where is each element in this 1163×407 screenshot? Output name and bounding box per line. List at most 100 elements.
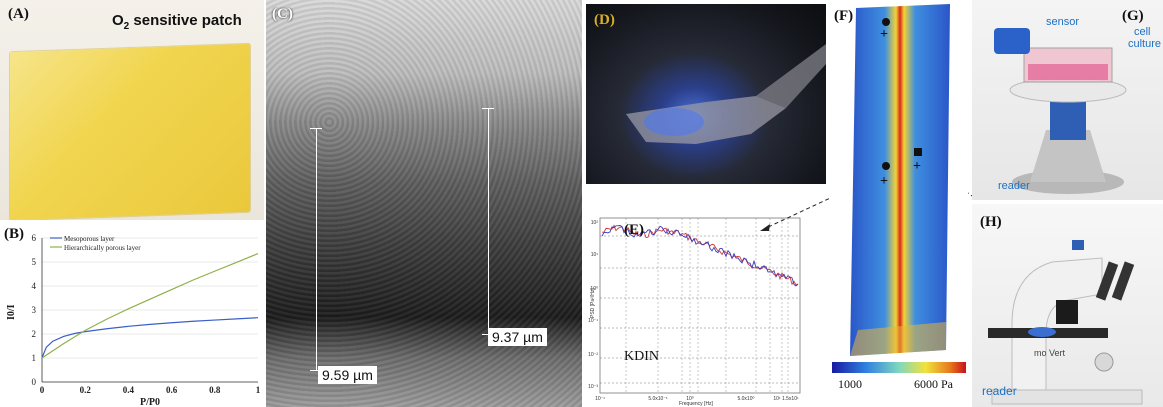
b-xlabel: P/P0 xyxy=(140,397,160,407)
b-ytick-label: 2 xyxy=(32,329,37,339)
panel-h-photo: (H) mo Vert reader xyxy=(972,204,1163,407)
panel-b-chart: (B) 0 1 2 3 4 5 6 0 0.2 0.4 0.6 0.8 1 Mesoporous laye… xyxy=(0,222,266,407)
b-ytick-label: 1 xyxy=(32,353,37,363)
b-ytick-label: 0 xyxy=(32,377,37,387)
scale-tick-right-top xyxy=(482,108,494,109)
psd-ylabel: PSD [Pa²/Hz] xyxy=(590,288,596,318)
stage-sensor-reader xyxy=(1028,327,1056,337)
culture-medium xyxy=(1028,64,1108,80)
brand-badge xyxy=(1072,240,1084,250)
panel-a-title: O2 sensitive patch xyxy=(112,12,242,32)
b-xtick-label: 0.2 xyxy=(80,385,92,395)
panel-e-label: (E) xyxy=(624,222,644,238)
mount-arm xyxy=(756,44,826,108)
b-ylabel: I0/I xyxy=(6,304,17,320)
panel-d-photo: (D) xyxy=(586,4,826,184)
e-ytick-label: 10² xyxy=(591,220,599,226)
b-legend-label: Hierarchically porous layer xyxy=(64,244,141,252)
b-legend-label: Mesoporous layer xyxy=(64,235,115,243)
pressure-colorbar xyxy=(832,362,966,373)
psd-tick-labels: 10⁻¹ 5.0x10⁻¹ 10⁰ 5.0x10⁰ 10¹ 1.5x10¹ 10² 10¹ 1… xyxy=(588,220,799,402)
e-ytick-label: 10¹ xyxy=(591,252,599,258)
panel-b-label: (B) xyxy=(4,226,24,242)
marker-plus-right: + xyxy=(913,159,921,174)
panel-c-label: (C) xyxy=(272,6,293,22)
b-series-line xyxy=(41,317,259,359)
e-ytick-label: 10⁻¹ xyxy=(588,318,598,324)
b-xtick-label: 0 xyxy=(40,385,45,395)
e-ytick-label: 10⁰ xyxy=(590,286,598,292)
b-ytick-label: 4 xyxy=(32,281,37,291)
reader-cone xyxy=(1030,130,1106,182)
panel-g-label: (G) xyxy=(1122,8,1144,24)
panel-d-device-drawing xyxy=(626,44,826,144)
objective-lens xyxy=(1056,300,1078,324)
marker-circle-top xyxy=(882,18,890,26)
title-o: O xyxy=(112,12,124,29)
pressure-map-bottom-band xyxy=(850,322,946,356)
panel-b-svg: (B) 0 1 2 3 4 5 6 0 0.2 0.4 0.6 0.8 1 Mesoporous laye… xyxy=(4,226,261,407)
e-xtick-label: 5.0x10⁻¹ xyxy=(648,396,668,402)
e-ytick-label: 10⁻³ xyxy=(588,384,598,390)
scale-tick-left-top xyxy=(310,128,322,129)
psd-series-blue xyxy=(601,225,799,287)
marker-plus-top: + xyxy=(880,27,888,42)
scale-tick-left-bottom xyxy=(310,370,322,371)
b-xtick-label: 0.8 xyxy=(209,385,221,395)
blue-luminescence xyxy=(644,108,704,136)
panel-e-chart: (E) KDIN PSD [Pa²/Hz] Frequency [Hz] 10⁻… xyxy=(586,208,826,407)
b-xtick-label: 0.4 xyxy=(123,385,135,395)
microscope-base xyxy=(991,389,1143,405)
scale-label-left: 9.59 µm xyxy=(318,366,377,384)
psd-series-red xyxy=(601,224,799,286)
marker-square xyxy=(914,148,922,156)
panel-h-microscope-drawing xyxy=(988,240,1143,405)
psd-xlabel: Frequency [Hz] xyxy=(679,401,714,407)
e-xtick-label: 5.0x10⁰ xyxy=(737,396,754,402)
e-xtick-label: 10⁻¹ xyxy=(595,396,605,402)
colorbar-max-label: 6000 Pa xyxy=(914,377,954,391)
panel-b-plot-area: 0 1 2 3 4 5 6 0 0.2 0.4 0.6 0.8 1 Mesoporous layerHie… xyxy=(6,233,261,407)
b-ytick-label: 6 xyxy=(32,233,37,243)
panel-g-photo: (G) sensor cell culture reader xyxy=(972,0,1163,200)
e-xtick-label: 10⁰ xyxy=(686,396,694,402)
panel-e-svg: (E) KDIN PSD [Pa²/Hz] Frequency [Hz] 10⁻… xyxy=(588,217,801,407)
panel-a-photo: (A) O2 sensitive patch xyxy=(0,0,264,220)
focus-knob xyxy=(1094,352,1114,372)
oxygen-sensitive-patch-image xyxy=(10,43,250,220)
panel-f-svg: + + + (F) 1000 6000 Pa xyxy=(832,4,966,391)
b-ytick-label: 5 xyxy=(32,257,37,267)
panel-h-label: (H) xyxy=(980,214,1002,230)
flask-cap xyxy=(994,28,1030,54)
title-rest: sensitive patch xyxy=(129,12,242,29)
cell-culture-label-line1: cell xyxy=(1134,26,1151,38)
b-xtick-label: 0.6 xyxy=(166,385,178,395)
psd-plot-frame xyxy=(599,217,801,394)
panel-a-label: (A) xyxy=(8,6,29,22)
eyepiece-right xyxy=(1111,261,1135,301)
scale-line-right xyxy=(488,108,489,334)
eyepiece-left xyxy=(1095,261,1119,301)
b-xtick-label: 1 xyxy=(256,385,261,395)
e-xtick-label: 10¹ 1.5x10¹ xyxy=(773,396,799,402)
colorbar-min-label: 1000 xyxy=(838,377,862,391)
microscope-brand-text: mo Vert xyxy=(1034,348,1066,358)
panel-d-label: (D) xyxy=(594,12,615,28)
marker-circle-mid xyxy=(882,162,890,170)
panel-g-device-drawing xyxy=(994,28,1127,194)
reader-label-h: reader xyxy=(982,384,1017,398)
kdin-annotation: KDIN xyxy=(624,349,659,364)
b-series-line xyxy=(41,253,259,359)
e-ytick-label: 10⁻² xyxy=(588,352,598,358)
scale-label-right: 9.37 µm xyxy=(488,328,547,346)
scale-line-left xyxy=(316,128,317,370)
b-ytick-label: 3 xyxy=(32,305,37,315)
panel-c-sem-image: (C) 9.59 µm 9.37 µm xyxy=(266,0,582,407)
reader-label-g: reader xyxy=(998,180,1030,192)
panel-f-pressure-map: + + + (F) 1000 6000 Pa xyxy=(830,0,968,407)
microscope-body xyxy=(1011,257,1103,395)
pressure-map-surface xyxy=(850,4,950,356)
title-subscript: 2 xyxy=(123,21,130,32)
cell-culture-label-line2: culture xyxy=(1128,38,1162,50)
panel-f-label: (F) xyxy=(834,8,853,24)
